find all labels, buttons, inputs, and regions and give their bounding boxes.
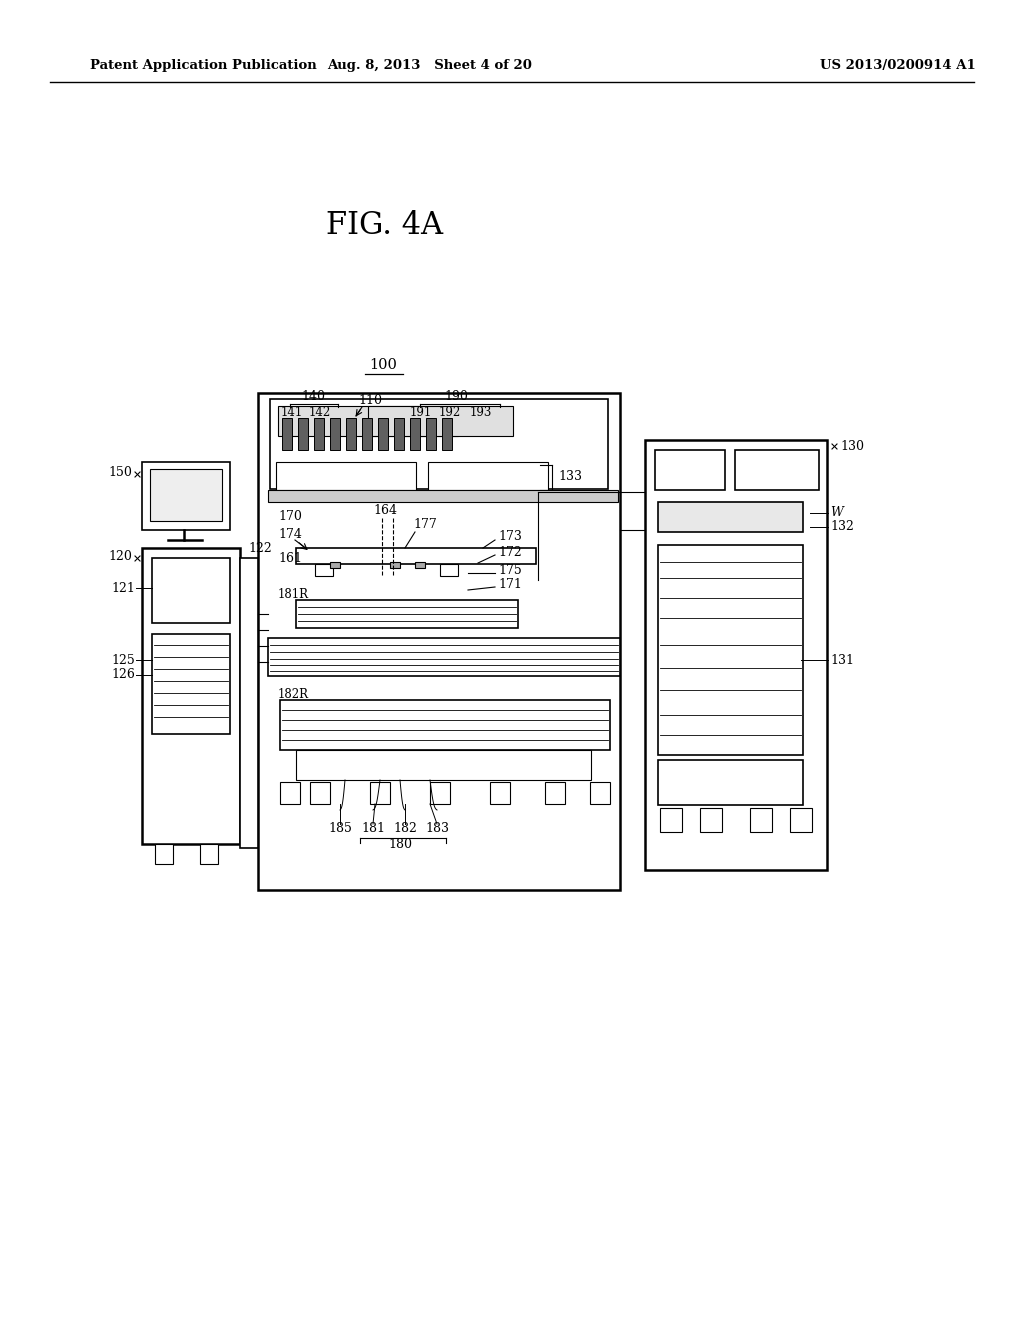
Bar bbox=[310, 781, 330, 804]
Bar bbox=[490, 781, 510, 804]
Bar bbox=[315, 564, 333, 576]
Bar bbox=[390, 562, 400, 568]
Bar bbox=[394, 418, 404, 450]
Text: 174: 174 bbox=[278, 528, 302, 541]
Bar bbox=[370, 781, 390, 804]
Bar bbox=[658, 760, 803, 805]
Text: 193: 193 bbox=[470, 407, 493, 420]
Bar bbox=[346, 418, 356, 450]
Text: 140: 140 bbox=[301, 391, 325, 404]
Text: 172: 172 bbox=[498, 545, 522, 558]
Bar bbox=[545, 781, 565, 804]
Text: FIG. 4A: FIG. 4A bbox=[327, 210, 443, 240]
Text: 120: 120 bbox=[109, 549, 132, 562]
Bar bbox=[362, 418, 372, 450]
Bar bbox=[150, 469, 222, 521]
Bar bbox=[750, 808, 772, 832]
Bar bbox=[660, 808, 682, 832]
Text: 161: 161 bbox=[278, 552, 302, 565]
Bar bbox=[314, 418, 324, 450]
Bar bbox=[415, 562, 425, 568]
Text: 180: 180 bbox=[388, 837, 412, 850]
Bar bbox=[278, 407, 458, 436]
Bar bbox=[410, 418, 420, 450]
Text: 182R: 182R bbox=[278, 688, 309, 701]
Text: 142: 142 bbox=[309, 407, 331, 420]
Bar bbox=[700, 808, 722, 832]
Text: 181R: 181R bbox=[278, 587, 309, 601]
Bar bbox=[296, 601, 518, 628]
Bar bbox=[426, 418, 436, 450]
Text: W: W bbox=[830, 507, 843, 520]
Text: 190: 190 bbox=[444, 391, 468, 404]
Text: 133: 133 bbox=[558, 470, 582, 483]
Text: 132: 132 bbox=[830, 520, 854, 533]
Text: 192: 192 bbox=[439, 407, 461, 420]
Bar bbox=[280, 700, 610, 750]
Bar bbox=[270, 399, 608, 488]
Bar bbox=[268, 490, 618, 502]
Text: 131: 131 bbox=[830, 653, 854, 667]
Text: 181: 181 bbox=[361, 821, 385, 834]
Bar bbox=[658, 545, 803, 755]
Bar bbox=[200, 843, 218, 865]
Text: 130: 130 bbox=[840, 441, 864, 454]
Bar bbox=[152, 634, 230, 734]
Text: US 2013/0200914 A1: US 2013/0200914 A1 bbox=[820, 58, 976, 71]
Bar bbox=[430, 781, 450, 804]
Text: 177: 177 bbox=[413, 519, 437, 532]
Bar bbox=[735, 450, 819, 490]
Text: 150: 150 bbox=[109, 466, 132, 479]
Text: Patent Application Publication: Patent Application Publication bbox=[90, 58, 316, 71]
Text: 175: 175 bbox=[498, 564, 522, 577]
Bar bbox=[155, 843, 173, 865]
Bar bbox=[258, 393, 620, 890]
Text: 126: 126 bbox=[112, 668, 135, 681]
Text: 170: 170 bbox=[278, 510, 302, 523]
Bar bbox=[658, 502, 803, 532]
Text: Aug. 8, 2013   Sheet 4 of 20: Aug. 8, 2013 Sheet 4 of 20 bbox=[328, 58, 532, 71]
Bar bbox=[296, 750, 591, 780]
Bar bbox=[655, 450, 725, 490]
Text: 182: 182 bbox=[393, 821, 417, 834]
Bar bbox=[330, 562, 340, 568]
Bar bbox=[276, 462, 416, 490]
Bar bbox=[368, 407, 513, 436]
Bar bbox=[645, 440, 827, 870]
Bar bbox=[142, 548, 240, 843]
Text: 121: 121 bbox=[112, 582, 135, 594]
Bar bbox=[428, 462, 548, 490]
Text: 122: 122 bbox=[248, 541, 271, 554]
Text: 185: 185 bbox=[328, 821, 352, 834]
Bar bbox=[268, 638, 620, 676]
Bar bbox=[330, 418, 340, 450]
Bar bbox=[282, 418, 292, 450]
Bar bbox=[298, 418, 308, 450]
Bar bbox=[280, 781, 300, 804]
Text: 173: 173 bbox=[498, 531, 522, 544]
Text: 183: 183 bbox=[425, 821, 449, 834]
Bar bbox=[142, 462, 230, 531]
Text: 125: 125 bbox=[112, 653, 135, 667]
Text: 171: 171 bbox=[498, 578, 522, 590]
Text: 110: 110 bbox=[358, 393, 382, 407]
Bar bbox=[378, 418, 388, 450]
Bar bbox=[442, 418, 452, 450]
Bar bbox=[790, 808, 812, 832]
Text: 164: 164 bbox=[373, 503, 397, 516]
Bar bbox=[152, 558, 230, 623]
Bar bbox=[296, 548, 536, 564]
Text: 141: 141 bbox=[281, 407, 303, 420]
Bar bbox=[440, 564, 458, 576]
Bar bbox=[590, 781, 610, 804]
Text: 100: 100 bbox=[369, 358, 397, 372]
Text: 191: 191 bbox=[410, 407, 432, 420]
Bar bbox=[240, 558, 258, 847]
